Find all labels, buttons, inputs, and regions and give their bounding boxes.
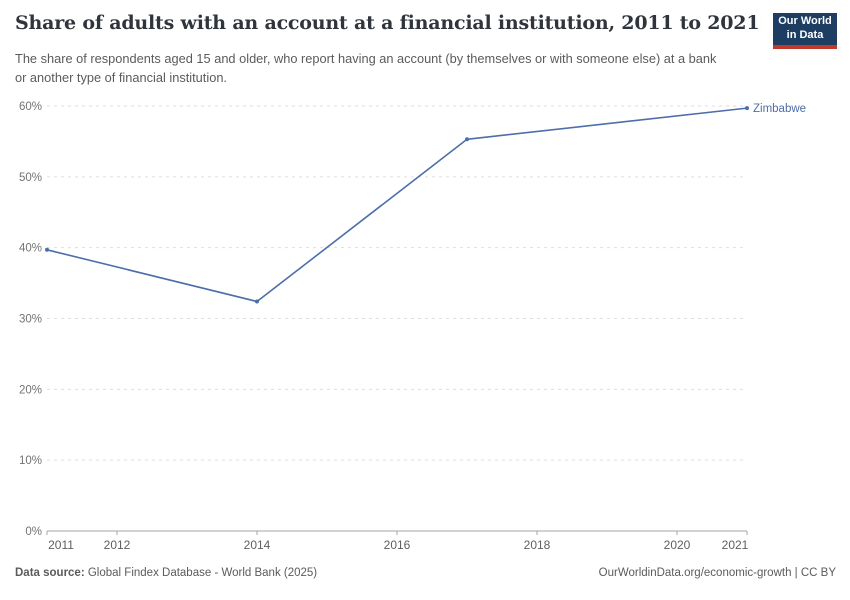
y-tick-label: 20% (19, 384, 42, 396)
chart-subtitle: The share of respondents aged 15 and old… (15, 51, 717, 86)
data-point (45, 247, 49, 252)
x-tick-label: 2016 (384, 538, 411, 552)
series-label: Zimbabwe (753, 103, 806, 115)
x-tick-label: 2021 (722, 538, 749, 552)
data-source-label: Data source: (15, 567, 85, 579)
series-line (46, 107, 748, 303)
data-source-value: Global Findex Database - World Bank (202… (84, 567, 318, 579)
chart-title: Share of adults with an account at a fin… (15, 12, 760, 34)
x-tick-label: 2014 (244, 538, 271, 552)
data-point (465, 137, 469, 142)
owid-logo-line1: Our World (778, 15, 832, 28)
footer-link[interactable]: OurWorldinData.org/economic-growth | CC … (598, 567, 836, 579)
x-tick-label: 2018 (524, 538, 551, 552)
x-tick-label: 2011 (48, 538, 74, 552)
x-tick-label: 2020 (664, 538, 691, 552)
data-point (255, 299, 259, 304)
footer: Data source: Global Findex Database - Wo… (0, 567, 850, 579)
y-tick-label: 30% (19, 314, 42, 326)
owid-logo[interactable]: Our World in Data (773, 13, 837, 49)
y-tick-label: 60% (19, 101, 42, 113)
data-point (745, 106, 749, 111)
y-tick-label: 0% (25, 526, 42, 538)
owid-logo-line2: in Data (786, 29, 824, 41)
data-source: Data source: Global Findex Database - Wo… (15, 567, 317, 579)
y-tick-label: 50% (19, 172, 42, 184)
y-tick-label: 40% (19, 243, 42, 255)
y-tick-label: 10% (19, 455, 42, 467)
x-tick-label: 2012 (104, 538, 131, 552)
